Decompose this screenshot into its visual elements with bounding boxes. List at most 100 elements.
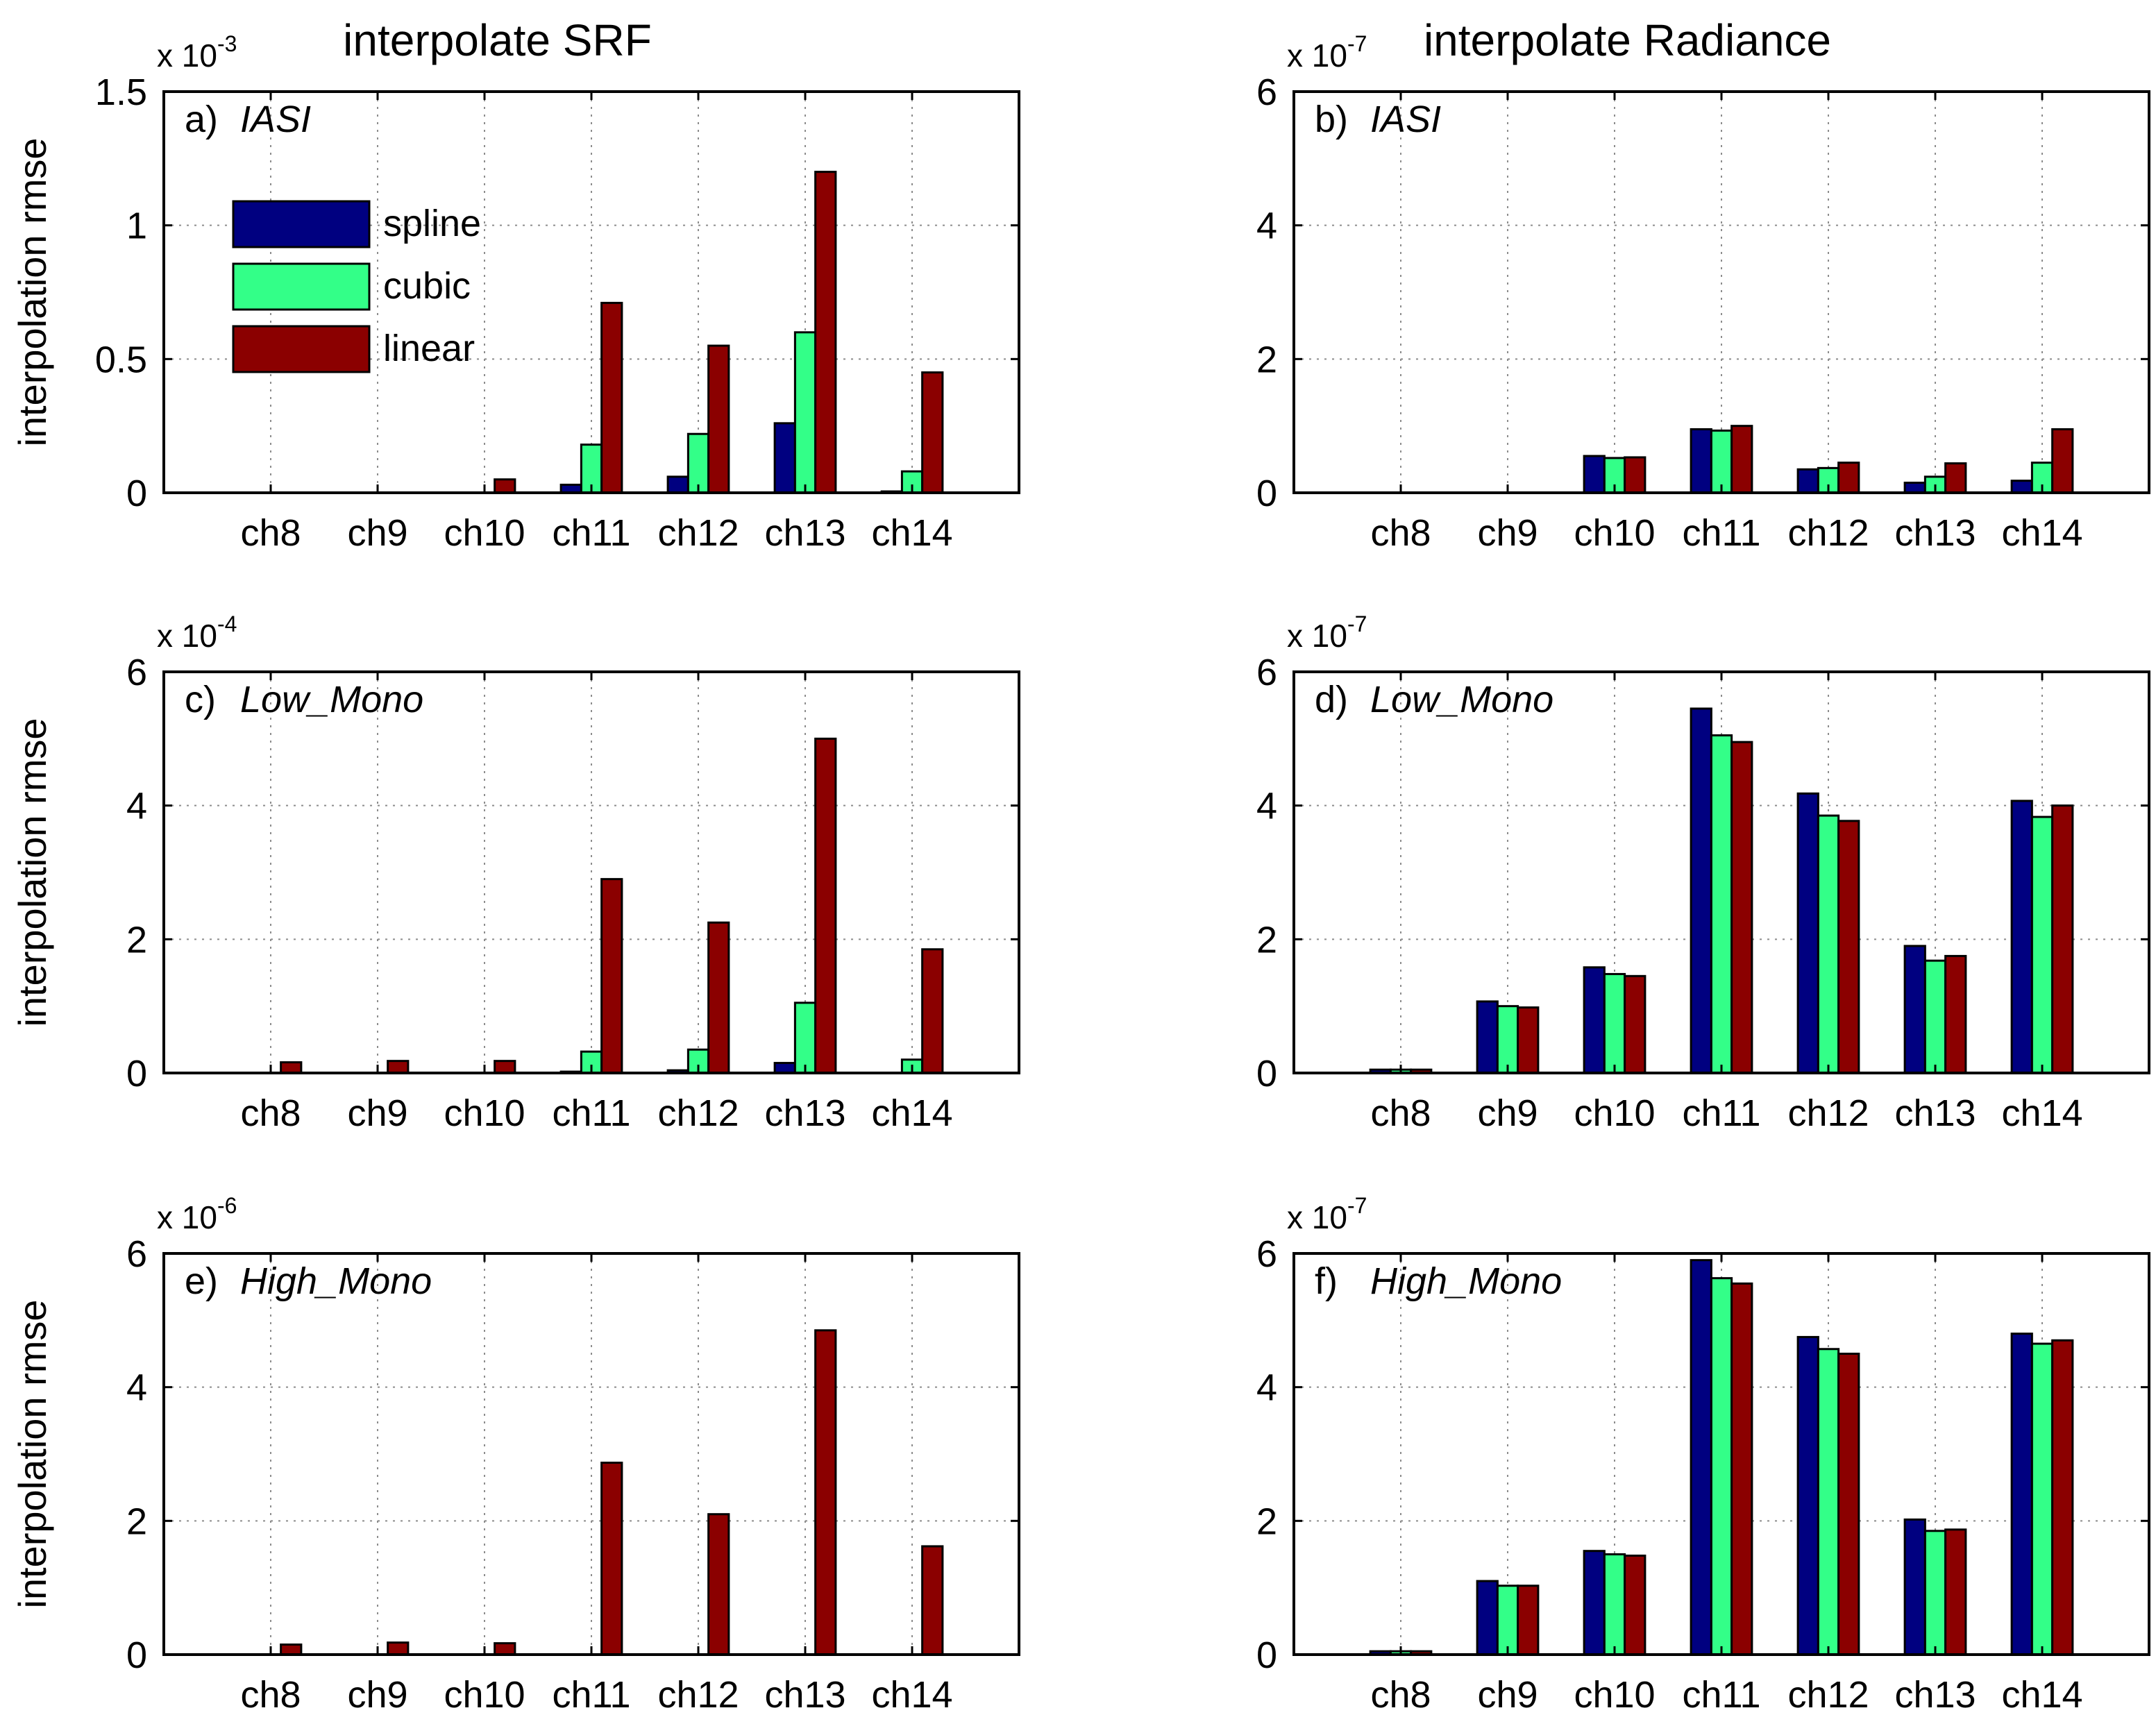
axis-exponent: x 10-7 xyxy=(1287,31,1367,74)
x-tick-label: ch13 xyxy=(1894,1674,1976,1716)
exponent-base: x 10 xyxy=(1287,1199,1347,1235)
exponent-power: -3 xyxy=(217,31,237,56)
legend: spline cubic linear xyxy=(232,200,481,373)
x-tick-label: ch10 xyxy=(444,1674,525,1716)
bar-linear-ch12 xyxy=(1837,1353,1860,1656)
x-tick-label: ch8 xyxy=(1370,1674,1431,1716)
bar-linear-ch10 xyxy=(494,478,516,494)
bar-cubic-ch9 xyxy=(1496,1005,1519,1074)
y-tick-label: 1.5 xyxy=(95,71,147,113)
bar-linear-ch9 xyxy=(387,1060,410,1074)
panel-a: 0 0.5 1 1.5 ch8 ch9 ch10 ch11 ch12 ch13 ch14 x 10-3… xyxy=(10,15,1020,554)
x-tick-label: ch10 xyxy=(1574,1092,1655,1134)
axis-exponent: x 10-6 xyxy=(157,1193,237,1235)
x-tick-label: ch14 xyxy=(2001,512,2082,554)
panel-tag: c) xyxy=(185,679,216,720)
bar-linear-ch10 xyxy=(494,1642,516,1656)
panel-name: IASI xyxy=(240,99,311,140)
bar-cubic-ch12 xyxy=(687,432,710,494)
bar-cubic-ch11 xyxy=(1710,429,1733,494)
axis-exponent: x 10-7 xyxy=(1287,611,1367,654)
bar-cubic-ch13 xyxy=(1923,959,1947,1074)
y-tick-label: 0 xyxy=(1256,1053,1277,1095)
panel-tag: b) xyxy=(1315,99,1348,140)
bar-linear-ch11 xyxy=(600,1462,623,1656)
bar-linear-ch11 xyxy=(600,878,623,1074)
bar-spline-ch11 xyxy=(1690,1259,1712,1656)
bar-cubic-ch12 xyxy=(1817,1348,1840,1656)
legend-label-spline: spline xyxy=(383,203,481,244)
x-tick-label: ch11 xyxy=(1682,1092,1760,1134)
bar-cubic-ch10 xyxy=(1603,1553,1626,1656)
x-tick-label: ch12 xyxy=(1787,1092,1869,1134)
x-tick-label: ch9 xyxy=(347,512,407,554)
exponent-base: x 10 xyxy=(1287,618,1347,654)
bar-linear-ch13 xyxy=(814,1329,837,1656)
x-tick-label: ch14 xyxy=(871,512,952,554)
x-tick-label: ch11 xyxy=(552,1674,630,1716)
panel-b: 0 2 4 6 ch8 ch9 ch10 ch11 ch12 ch13 ch14 x 10-7 inte… xyxy=(1256,15,2150,554)
bar-cubic-ch11 xyxy=(1710,1277,1733,1656)
axis-exponent: x 10-3 xyxy=(157,31,237,74)
bar-linear-ch10 xyxy=(1624,1554,1647,1656)
exponent-power: -7 xyxy=(1347,611,1367,636)
y-tick-label: 2 xyxy=(1256,1501,1277,1542)
legend-swatch-linear xyxy=(232,325,371,373)
bar-cubic-ch13 xyxy=(793,331,817,494)
bar-linear-ch11 xyxy=(1730,1282,1753,1656)
bar-linear-ch13 xyxy=(814,737,837,1074)
y-axis-label: interpolation rmse xyxy=(10,718,54,1026)
y-tick-label: 4 xyxy=(1256,786,1277,827)
legend-label-linear: linear xyxy=(383,328,475,369)
bar-linear-ch14 xyxy=(2051,1339,2074,1656)
x-tick-label: ch11 xyxy=(552,1092,630,1134)
y-tick-label: 0.5 xyxy=(95,339,147,380)
y-tick-label: 2 xyxy=(1256,339,1277,380)
legend-swatch-cubic xyxy=(232,262,371,311)
legend-label-cubic: cubic xyxy=(383,265,471,307)
x-tick-label: ch8 xyxy=(1370,1092,1431,1134)
x-tick-label: ch8 xyxy=(240,512,301,554)
legend-swatch-spline xyxy=(232,200,371,248)
bar-spline-ch13 xyxy=(773,422,796,494)
exponent-base: x 10 xyxy=(157,37,217,74)
x-tick-label: ch13 xyxy=(1894,512,1976,554)
x-tick-label: ch12 xyxy=(657,512,739,554)
exponent-power: -7 xyxy=(1347,31,1367,56)
panel-d: 0 2 4 6 ch8 ch9 ch10 ch11 ch12 ch13 ch14 x 10-7 d) Lo… xyxy=(1256,611,2150,1134)
x-tick-label: ch12 xyxy=(1787,512,1869,554)
x-tick-label: ch10 xyxy=(444,1092,525,1134)
bar-spline-ch10 xyxy=(1583,1550,1606,1656)
bar-linear-ch13 xyxy=(814,171,837,494)
x-tick-label: ch9 xyxy=(347,1092,407,1134)
x-tick-label: ch11 xyxy=(552,512,630,554)
bar-spline-ch11 xyxy=(1690,707,1712,1074)
panel-name: IASI xyxy=(1370,99,1441,140)
x-tick-label: ch14 xyxy=(871,1092,952,1134)
panel-name: High_Mono xyxy=(1370,1260,1562,1302)
bar-cubic-ch11 xyxy=(1710,734,1733,1074)
x-tick-label: ch14 xyxy=(871,1674,952,1716)
bar-cubic-ch14 xyxy=(2030,1342,2054,1656)
x-tick-label: ch9 xyxy=(1477,1674,1538,1716)
bar-linear-ch11 xyxy=(600,301,623,494)
bar-linear-ch9 xyxy=(1517,1006,1540,1074)
bar-linear-ch14 xyxy=(921,371,944,494)
x-tick-label: ch8 xyxy=(240,1092,301,1134)
bar-linear-ch14 xyxy=(2051,804,2074,1074)
bar-spline-ch13 xyxy=(773,1062,796,1074)
x-tick-label: ch12 xyxy=(657,1674,739,1716)
bar-cubic-ch13 xyxy=(793,1002,817,1074)
x-tick-label: ch12 xyxy=(1787,1674,1869,1716)
x-tick-label: ch11 xyxy=(1682,512,1760,554)
x-tick-label: ch12 xyxy=(657,1092,739,1134)
exponent-base: x 10 xyxy=(157,1199,217,1235)
bar-linear-ch12 xyxy=(707,1513,730,1656)
y-tick-label: 6 xyxy=(1256,652,1277,693)
y-tick-label: 6 xyxy=(1256,1233,1277,1275)
x-tick-label: ch9 xyxy=(347,1674,407,1716)
bar-linear-ch12 xyxy=(1837,820,1860,1074)
bar-linear-ch13 xyxy=(1944,1528,1967,1656)
y-tick-label: 0 xyxy=(1256,1634,1277,1676)
